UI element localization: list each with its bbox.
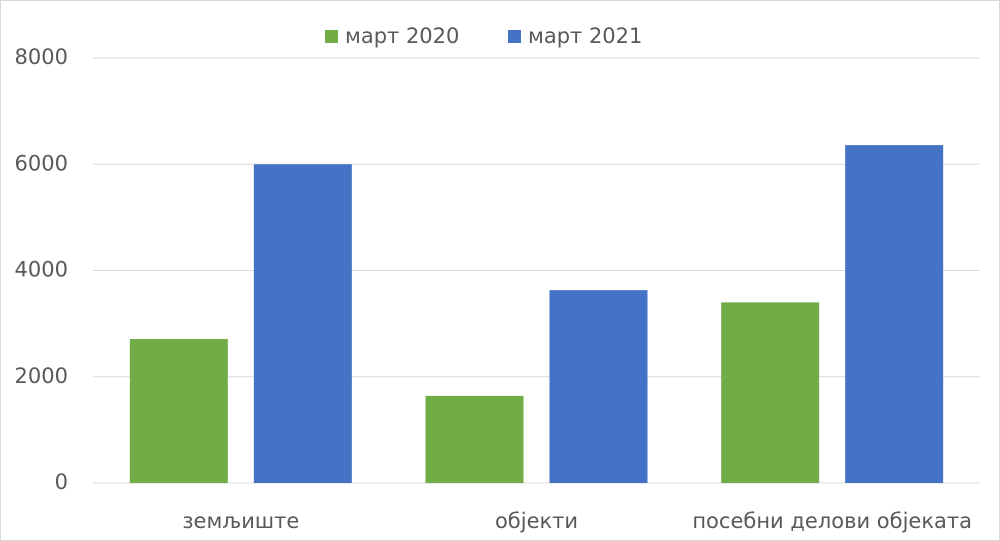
bar (549, 290, 648, 483)
bar (129, 339, 228, 483)
y-tick-label: 0 (55, 470, 68, 494)
x-tick-label: објекти (495, 509, 578, 533)
y-tick-label: 6000 (15, 151, 68, 175)
x-tick-label: земљиште (182, 509, 299, 533)
bar (253, 164, 352, 483)
bar (845, 145, 944, 483)
bar (425, 395, 524, 483)
legend-swatch (508, 30, 521, 43)
y-tick-label: 2000 (15, 364, 68, 388)
bar (721, 302, 820, 483)
y-tick-label: 8000 (15, 45, 68, 69)
legend-label: март 2020 (345, 24, 459, 48)
legend-label: март 2021 (528, 24, 642, 48)
legend-swatch (325, 30, 338, 43)
y-tick-label: 4000 (15, 258, 68, 282)
x-tick-label: посебни делови објеката (692, 509, 972, 533)
